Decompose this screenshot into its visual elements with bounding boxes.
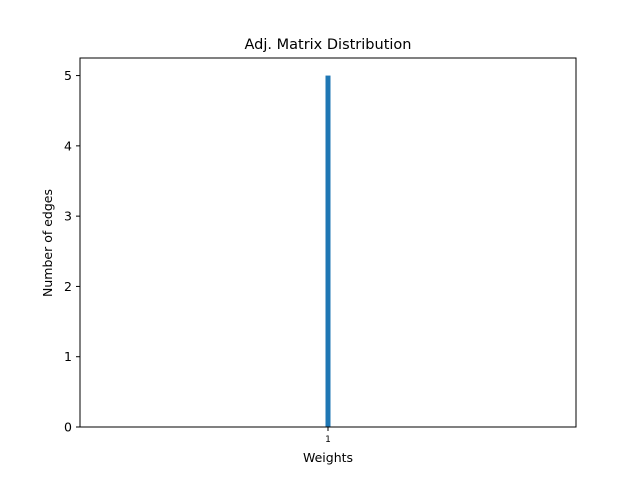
- y-tick-label-3: 3: [64, 209, 72, 224]
- x-axis-label: Weights: [303, 450, 353, 465]
- y-tick-label-4: 4: [64, 138, 72, 153]
- y-tick-label-2: 2: [64, 279, 72, 294]
- y-tick-label-0: 0: [64, 420, 72, 435]
- chart-title: Adj. Matrix Distribution: [245, 37, 412, 53]
- bar-1: [325, 75, 331, 428]
- y-axis-label: Number of edges: [40, 189, 55, 297]
- x-tick-label-1: 1: [325, 435, 331, 445]
- y-tick-label-5: 5: [64, 68, 72, 83]
- y-tick-label-1: 1: [64, 349, 72, 364]
- plot-area: 0 1 2 3 4 5 1: [64, 57, 577, 445]
